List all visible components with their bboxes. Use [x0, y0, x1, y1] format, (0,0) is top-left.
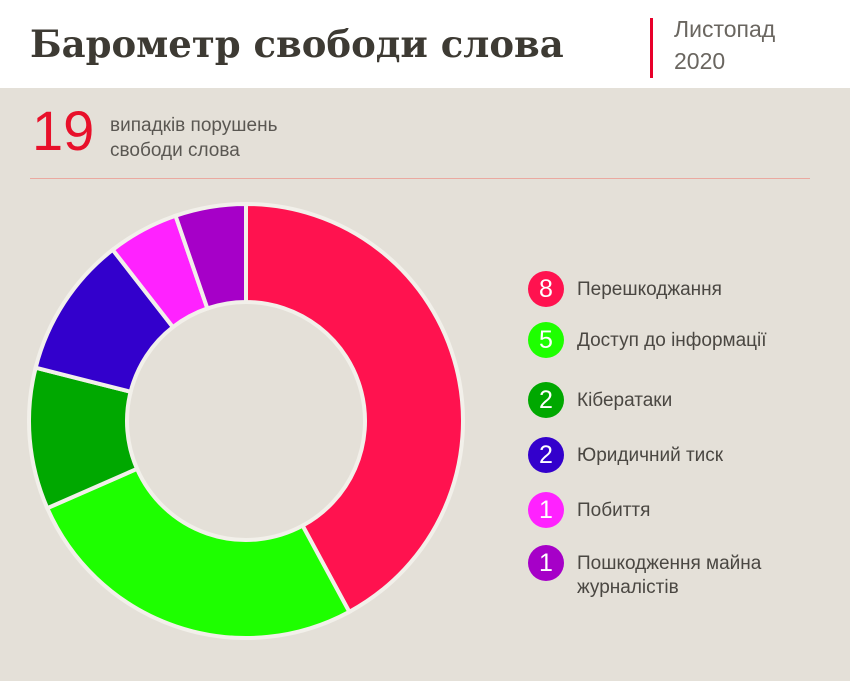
slice: [244, 201, 465, 615]
slice: [172, 201, 248, 311]
legend-value: 2: [528, 382, 564, 418]
chart-title: Барометр свободи слова: [30, 22, 564, 66]
total: 19: [32, 99, 95, 162]
legend-value: 1: [528, 492, 564, 528]
legend-value: 5: [528, 322, 564, 358]
legend-item: 2 Юридичний тиск: [528, 437, 782, 473]
total-label: випадків порушень свободи слова: [110, 115, 278, 161]
legend-item: 1 Пошкодження майна журналістів: [528, 545, 782, 600]
divider: [30, 178, 810, 179]
legend-item: 1 Побиття: [528, 492, 782, 528]
legend-label: Доступ до інформації: [577, 330, 767, 351]
legend-item: 8 Перешкоджання: [528, 271, 782, 307]
legend-label: Юридичний тиск: [577, 445, 724, 466]
legend-value: 1: [528, 545, 564, 581]
slice: [44, 466, 352, 640]
legend-label: Кібератаки: [577, 390, 673, 411]
legend-label: Пошкодження майна журналістів: [577, 553, 762, 598]
legend-label: Перешкоджання: [577, 279, 722, 300]
header: Барометр свободи слова Листопад 2020: [0, 0, 850, 88]
legend-item: 5 Доступ до інформації: [528, 322, 782, 358]
separator: [650, 18, 653, 78]
legend-value: 2: [528, 437, 564, 473]
legend-label: Побиття: [577, 500, 651, 521]
legend-value: 8: [528, 271, 564, 307]
period-year: 2020: [674, 48, 726, 74]
period-month: Листопад: [674, 16, 776, 42]
legend-item: 2 Кібератаки: [528, 382, 782, 418]
